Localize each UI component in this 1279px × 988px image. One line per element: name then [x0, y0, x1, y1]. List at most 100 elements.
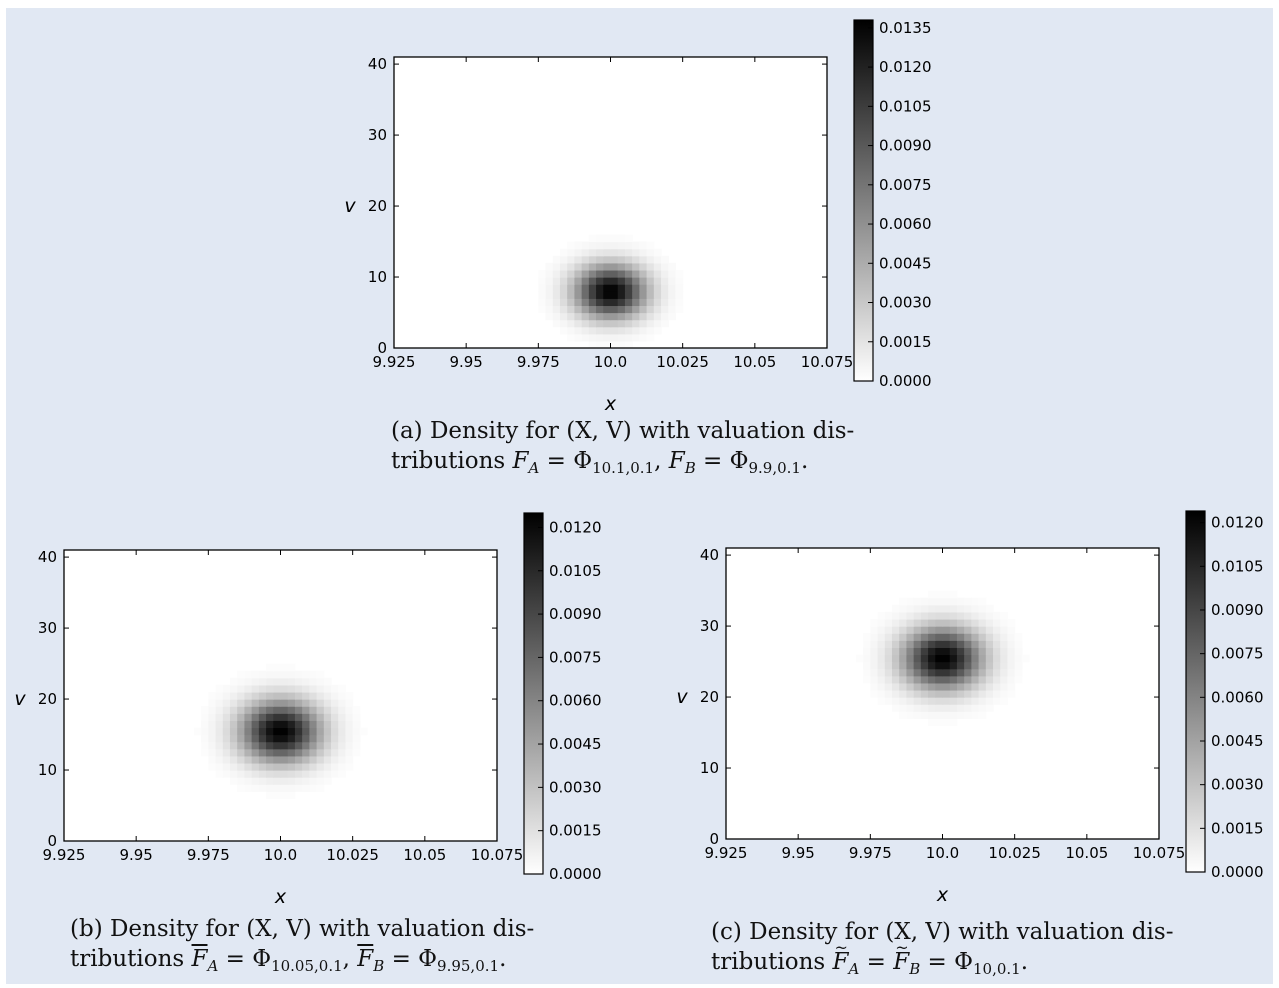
density-cell — [280, 762, 289, 771]
density-cell — [942, 597, 951, 606]
density-cell — [870, 661, 879, 670]
density-cell — [338, 762, 347, 771]
y-tick-label: 30 — [368, 126, 387, 144]
density-cell — [273, 777, 282, 785]
density-cell — [942, 718, 951, 727]
density-cell — [1000, 611, 1009, 620]
density-cell — [891, 689, 900, 698]
density-cell — [675, 291, 684, 299]
caption-a-text: Density for (X, V) with valuation dis- — [429, 418, 855, 444]
density-cell — [964, 640, 972, 648]
density-cell — [581, 319, 590, 328]
density-cell — [244, 762, 253, 771]
density-cell — [964, 604, 972, 613]
density-cell — [309, 677, 318, 686]
density-cell — [331, 706, 339, 714]
density-cell — [978, 604, 987, 613]
density-cell — [935, 626, 944, 634]
density-cell — [964, 675, 972, 684]
density-cell — [596, 326, 604, 335]
density-cell — [345, 713, 354, 721]
colorbar-tick-label: 0.0000 — [1211, 863, 1264, 881]
density-cell — [201, 706, 209, 714]
density-cell — [266, 762, 274, 771]
x-tick-label: 10.0 — [264, 846, 297, 864]
density-cell — [603, 269, 612, 278]
density-cell — [229, 762, 238, 771]
density-cell — [891, 618, 900, 627]
density-cell — [302, 734, 310, 743]
density-cell — [956, 626, 965, 634]
density-cell — [949, 697, 958, 705]
density-cell — [956, 697, 965, 705]
density-cell — [581, 298, 590, 307]
density-cell — [567, 319, 576, 328]
density-cell — [581, 248, 590, 257]
density-cell — [588, 291, 597, 299]
density-cell — [935, 611, 944, 620]
density-cell — [258, 748, 267, 757]
density-cell — [1000, 618, 1009, 627]
density-cell — [581, 241, 590, 250]
density-cell — [302, 684, 310, 693]
density-cell — [229, 706, 238, 714]
density-cell — [237, 734, 246, 743]
y-tick-label: 20 — [38, 690, 57, 708]
density-cell — [913, 711, 922, 719]
density-cell — [552, 277, 561, 285]
density-cell — [639, 298, 648, 307]
density-cell — [244, 727, 253, 736]
density-cell — [316, 684, 325, 693]
density-cell — [244, 684, 253, 693]
density-cell — [588, 255, 597, 264]
density-cell — [920, 668, 929, 677]
density-cell — [208, 691, 217, 700]
density-cell — [653, 284, 662, 292]
density-cell — [545, 269, 554, 278]
density-cell — [258, 777, 267, 785]
density-cell — [639, 269, 648, 278]
density-cell — [646, 298, 655, 307]
density-cell — [294, 713, 303, 721]
density-cell — [273, 770, 282, 778]
density-cell — [201, 734, 209, 743]
density-cell — [574, 298, 583, 307]
density-cell — [978, 704, 987, 712]
density-cell — [251, 706, 260, 714]
density-cell — [222, 748, 231, 757]
density-cell — [646, 333, 655, 342]
density-cell — [208, 720, 217, 729]
density-cell — [567, 333, 576, 342]
caption-a-line2: tributions FA = Φ10.1,0.1, FB = Φ9.9,0.1… — [391, 448, 809, 477]
density-cell — [345, 755, 354, 764]
density-cell — [331, 762, 339, 771]
density-cell — [237, 755, 246, 764]
density-cell — [639, 248, 648, 257]
density-cell — [266, 727, 274, 736]
density-cell — [617, 248, 626, 257]
density-cell — [639, 277, 648, 285]
density-cell — [1000, 697, 1009, 705]
y-tick-label: 0 — [709, 830, 719, 848]
density-cell — [316, 762, 325, 771]
caption-c-phi: 10,0.1 — [972, 960, 1021, 978]
density-cell — [617, 312, 626, 321]
density-cell — [956, 711, 965, 719]
density-cell — [302, 777, 310, 785]
density-cell — [617, 319, 626, 328]
density-cell — [258, 741, 267, 750]
density-cell — [884, 697, 893, 705]
density-cell — [993, 689, 1001, 698]
density-cell — [920, 611, 929, 620]
density-cell — [237, 777, 246, 785]
density-cell — [993, 697, 1001, 705]
density-cell — [574, 312, 583, 321]
density-cell — [956, 675, 965, 684]
density-cell — [331, 684, 339, 693]
colorbar-tick-label: 0.0015 — [549, 822, 602, 840]
density-cell — [913, 661, 922, 670]
density-cell — [661, 284, 669, 292]
density-cell — [316, 734, 325, 743]
heatmap-panel-c: 9.925 9.95 9.975 10.0 10.025 10.05 10.075 0 10 20… — [676, 510, 1264, 903]
density-cell — [884, 626, 893, 634]
